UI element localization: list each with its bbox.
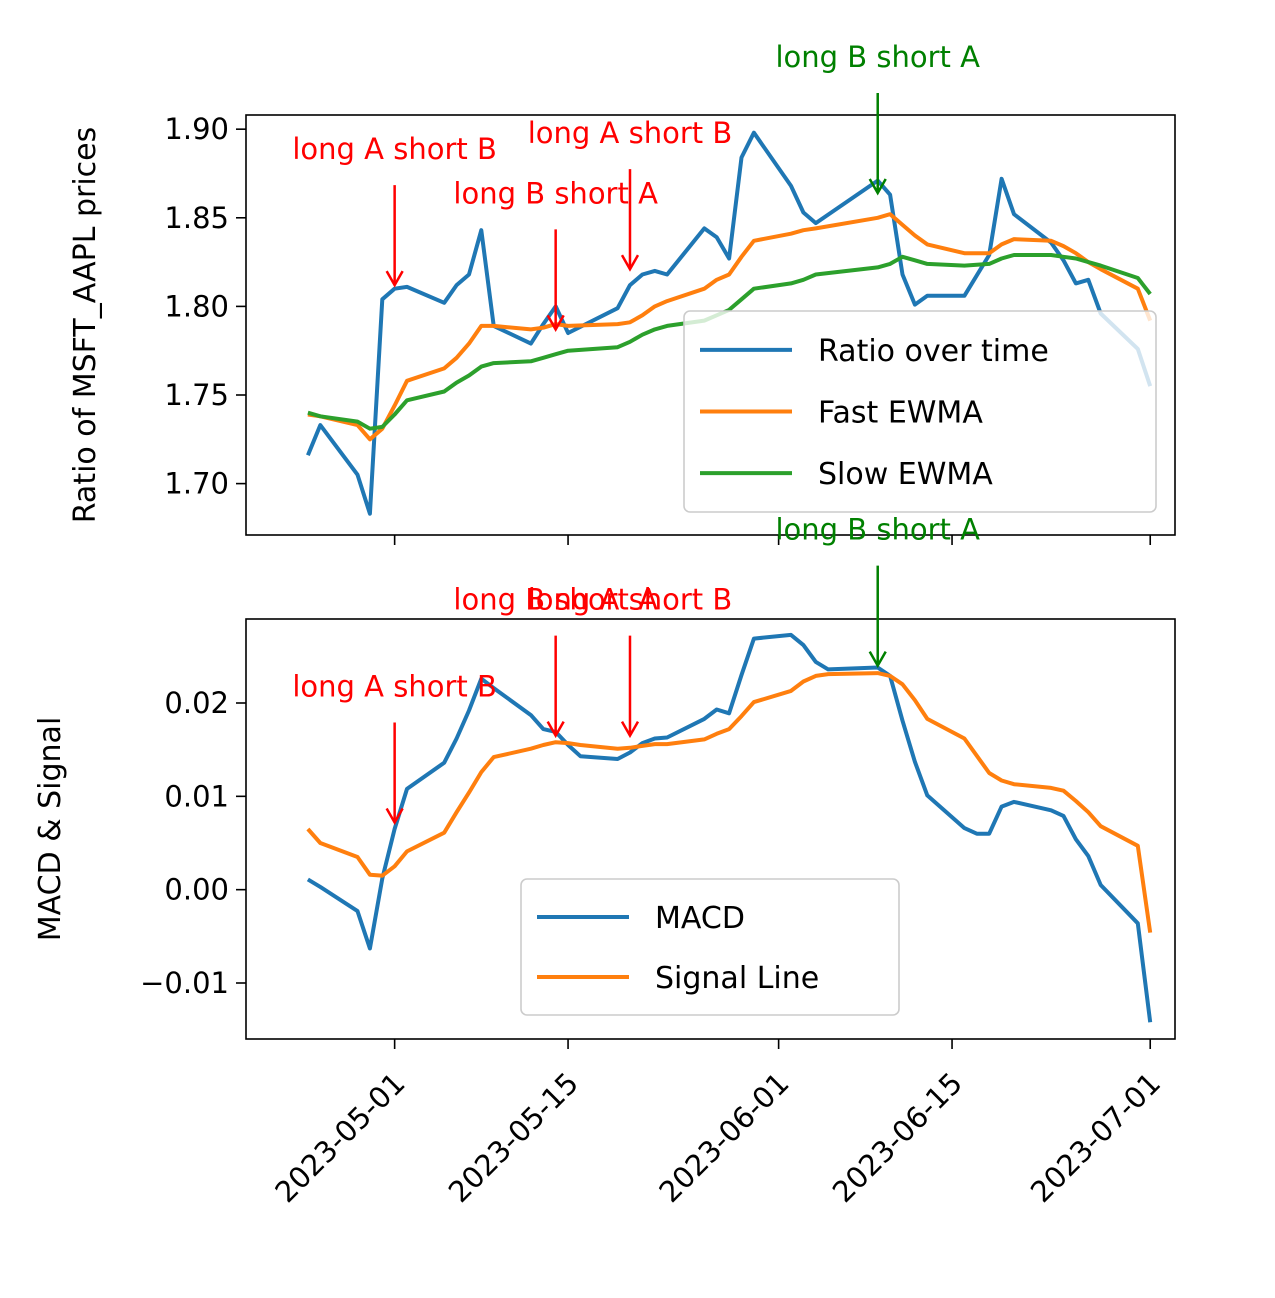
annotation: long B short A (775, 40, 980, 196)
legend-box (520, 878, 900, 1016)
y-tick-label: 0.02 (164, 686, 229, 720)
annotation: long B short A (453, 176, 658, 332)
annotation-arrowhead (546, 721, 565, 739)
annotation-label: long B short A (775, 40, 980, 74)
x-tick-label: 2023-05-01 (268, 1066, 411, 1209)
annotation-arrowhead (385, 807, 404, 825)
legend: MACD Signal Line (520, 878, 900, 1016)
annotation-arrowhead (868, 651, 887, 669)
annotation: long A short B (292, 669, 497, 825)
series-line-ratio-over-time (306, 130, 1153, 516)
y-axis-label: Ratio of MSFT_AAPL prices (68, 127, 103, 524)
series-line-signal-line (306, 671, 1153, 933)
annotation-arrowhead (620, 254, 640, 272)
y-tick-label: 1.70 (164, 467, 229, 501)
legend-label: Ratio over time (818, 334, 1049, 369)
y-tick-label: 0.00 (164, 873, 229, 907)
series-line-fast-ewma (307, 212, 1153, 442)
annotation: long B short A (453, 583, 658, 739)
y-tick-label: 0.01 (164, 779, 229, 813)
legend-label: Signal Line (655, 961, 819, 996)
annotation: long A short B (528, 116, 733, 272)
legend-box (683, 310, 1157, 513)
annotation-label: long A short B (528, 583, 733, 617)
legend-label: Slow EWMA (818, 457, 993, 492)
panel-1: 1.70 1.75 1.80 1.85 1.90 Ratio of MSFT_AAPL p… (68, 40, 1176, 545)
annotation-label: long B short A (453, 583, 658, 617)
annotation-label: long A short B (528, 116, 733, 150)
annotation: long A short B (292, 132, 497, 288)
annotation-label: long B short A (453, 176, 658, 210)
axes-frame (245, 114, 1176, 536)
legend: Ratio over time Fast EWMA Slow EWMA (683, 310, 1157, 513)
y-axis-label: MACD & Signal (33, 717, 68, 942)
panel-2: −0.01 0.00 0.01 0.02 2023-05-01 2023-05-15 202… (33, 513, 1176, 1209)
series-line-macd (306, 632, 1153, 1023)
x-tick-label: 2023-06-15 (826, 1066, 969, 1209)
x-tick-label: 2023-07-01 (1024, 1066, 1167, 1209)
annotation: long B short A (775, 513, 980, 669)
legend-label: Fast EWMA (818, 396, 983, 431)
y-tick-label: −0.01 (140, 966, 229, 1000)
axes-frame (245, 618, 1176, 1040)
annotation-label: long B short A (775, 513, 980, 547)
y-tick-label: 1.75 (164, 378, 229, 412)
y-tick-label: 1.80 (164, 289, 229, 323)
annotation-arrowhead (385, 270, 404, 288)
x-tick-label: 2023-06-01 (652, 1066, 795, 1209)
x-tick-label: 2023-05-15 (442, 1066, 585, 1209)
annotation-arrowhead (620, 721, 640, 739)
legend-label: MACD (655, 901, 745, 936)
annotation-label: long A short B (292, 132, 497, 166)
annotation-arrowhead (868, 178, 887, 196)
annotation: long A short B (528, 583, 733, 739)
annotation-arrowhead (546, 314, 565, 332)
y-tick-label: 1.85 (164, 201, 229, 235)
annotation-label: long A short B (292, 669, 497, 703)
y-tick-label: 1.90 (164, 112, 229, 146)
